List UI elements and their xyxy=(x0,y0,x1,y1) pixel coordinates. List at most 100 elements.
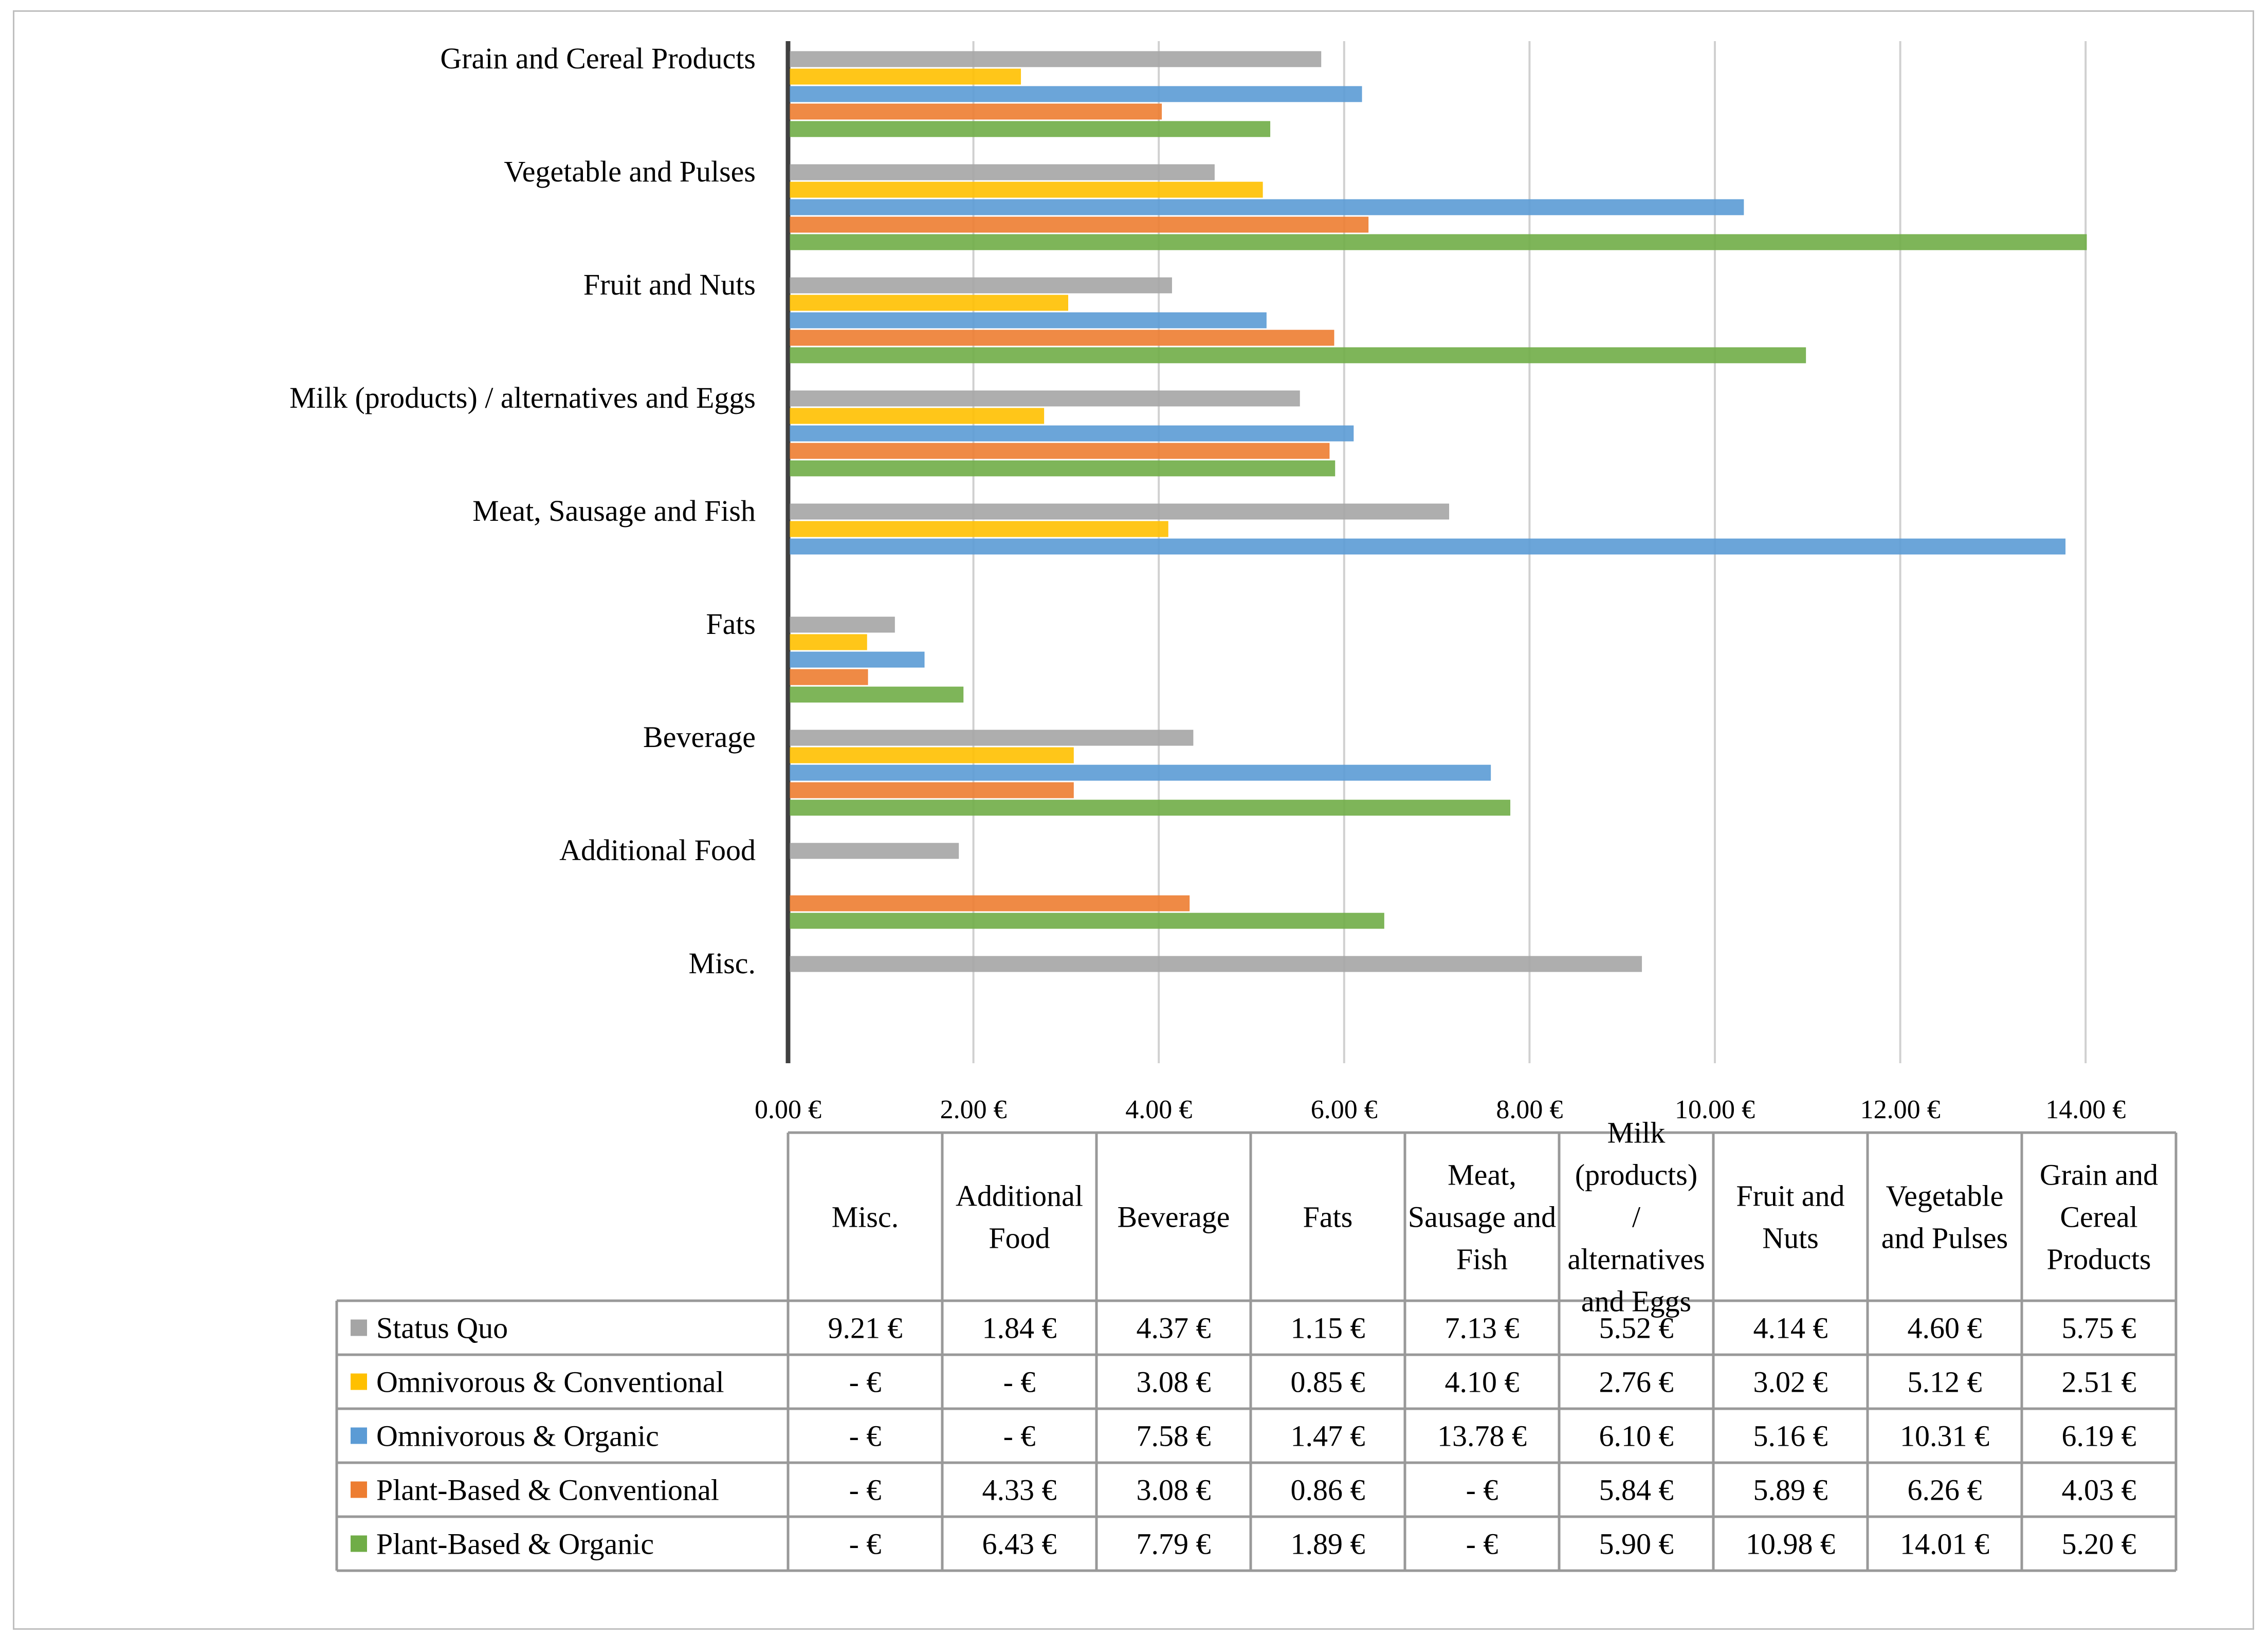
bar-plant-based-conventional-vegetable-and-pulses xyxy=(790,216,1369,233)
table-cell: 5.12 € xyxy=(1908,1366,1982,1399)
data-table: Misc. Additional Food Beverage Fats Meat, Saus… xyxy=(335,1116,2178,1572)
table-cell: - € xyxy=(849,1527,882,1561)
bar-plant-based-conventional-fruit-and-nuts xyxy=(790,330,1334,346)
table-cell: 5.20 € xyxy=(2062,1527,2136,1561)
bar-omnivorous-organic-milk-products-alternatives-and-eggs xyxy=(790,425,1354,442)
legend-key-plant-based-conventional xyxy=(351,1481,367,1498)
category-label: Milk (products) / alternatives and Eggs xyxy=(289,381,756,414)
table-cell: - € xyxy=(1003,1419,1036,1453)
bar-omnivorous-organic-vegetable-and-pulses xyxy=(790,199,1744,215)
legend-key-plant-based-organic xyxy=(351,1535,367,1552)
bar-status-quo-grain-and-cereal-products xyxy=(790,51,1322,67)
table-cell: 9.21 € xyxy=(828,1312,903,1345)
legend-key-omnivorous-conventional xyxy=(351,1373,367,1390)
table-cell: 7.58 € xyxy=(1137,1419,1211,1453)
bar-plant-based-organic-vegetable-and-pulses xyxy=(790,234,2087,250)
table-cell: 3.02 € xyxy=(1753,1366,1828,1399)
bar-omnivorous-conventional-grain-and-cereal-products xyxy=(790,68,1021,85)
bar-status-quo-meat-sausage-and-fish xyxy=(790,503,1450,520)
table-cell: 5.75 € xyxy=(2062,1312,2136,1345)
table-header: Vegetable and Pulses xyxy=(1881,1179,2008,1255)
bar-plant-based-organic-milk-products-alternatives-and-eggs xyxy=(790,460,1336,477)
table-cell: - € xyxy=(1003,1366,1036,1399)
x-tick-label: 8.00 € xyxy=(1496,1095,1563,1124)
table-header: Beverage xyxy=(1118,1200,1230,1234)
table-cell: 4.60 € xyxy=(1908,1312,1982,1345)
x-tick-label: 6.00 € xyxy=(1311,1095,1378,1124)
x-tick-label: 10.00 € xyxy=(1675,1095,1755,1124)
legend-label: Plant-Based & Organic xyxy=(376,1527,654,1561)
bar-omnivorous-conventional-beverage xyxy=(790,747,1074,763)
bar-omnivorous-organic-meat-sausage-and-fish xyxy=(790,538,2066,555)
bar-omnivorous-organic-fruit-and-nuts xyxy=(790,312,1267,329)
bar-plant-based-organic-fruit-and-nuts xyxy=(790,347,1806,363)
table-cell: 4.10 € xyxy=(1445,1366,1520,1399)
table-header: Meat, Sausage and Fish xyxy=(1408,1158,1556,1276)
bar-status-quo-beverage xyxy=(790,730,1194,746)
bar-plant-based-organic-fats xyxy=(790,686,964,703)
table-cell: 7.79 € xyxy=(1137,1527,1211,1561)
table-header: Grain and Cereal Products xyxy=(2040,1158,2158,1276)
category-label: Meat, Sausage and Fish xyxy=(472,494,756,527)
table-cell: 4.03 € xyxy=(2062,1473,2136,1507)
table-cell: 6.43 € xyxy=(982,1527,1057,1561)
table-cell: 3.08 € xyxy=(1137,1473,1211,1507)
bar-plant-based-organic-additional-food xyxy=(790,913,1384,929)
bar-plant-based-conventional-beverage xyxy=(790,782,1074,798)
x-tick-label: 4.00 € xyxy=(1125,1095,1192,1124)
table-header: Milk (products) / alternatives and Eggs xyxy=(1567,1116,1705,1318)
bar-omnivorous-organic-fats xyxy=(790,651,925,668)
table-cell: 1.89 € xyxy=(1291,1527,1365,1561)
table-cell: 10.98 € xyxy=(1746,1527,1835,1561)
table-cell: 6.26 € xyxy=(1908,1473,1982,1507)
bar-status-quo-additional-food xyxy=(790,843,959,859)
table-cell: 2.51 € xyxy=(2062,1366,2136,1399)
category-label: Additional Food xyxy=(559,833,756,867)
category-labels: Grain and Cereal Products Vegetable and P… xyxy=(289,42,756,980)
table-cell: 3.08 € xyxy=(1137,1366,1211,1399)
table-cell: 5.89 € xyxy=(1753,1473,1828,1507)
table-cell: 4.37 € xyxy=(1137,1312,1211,1345)
bar-status-quo-vegetable-and-pulses xyxy=(790,164,1215,180)
legend-key-omnivorous-organic xyxy=(351,1427,367,1444)
bar-plant-based-conventional-grain-and-cereal-products xyxy=(790,103,1162,120)
table-cell: - € xyxy=(1466,1527,1498,1561)
legend-label: Omnivorous & Organic xyxy=(376,1419,659,1453)
table-cell: 13.78 € xyxy=(1437,1419,1527,1453)
bar-plant-based-conventional-additional-food xyxy=(790,895,1190,912)
table-cell: 5.90 € xyxy=(1599,1527,1674,1561)
bar-omnivorous-conventional-milk-products-alternatives-and-eggs xyxy=(790,408,1045,424)
category-label: Grain and Cereal Products xyxy=(440,42,756,75)
category-label: Fats xyxy=(706,607,756,641)
table-cell: - € xyxy=(849,1366,882,1399)
table-cell: 4.14 € xyxy=(1753,1312,1828,1345)
table-cell: 0.86 € xyxy=(1291,1473,1365,1507)
bar-status-quo-fruit-and-nuts xyxy=(790,277,1172,294)
table-cell: 4.33 € xyxy=(982,1473,1057,1507)
category-label: Fruit and Nuts xyxy=(583,268,756,301)
x-tick-label: 14.00 € xyxy=(2045,1095,2126,1124)
bar-plant-based-conventional-milk-products-alternatives-and-eggs xyxy=(790,443,1330,459)
table-cell: 6.19 € xyxy=(2062,1419,2136,1453)
table-cell: 0.85 € xyxy=(1291,1366,1365,1399)
legend-label: Status Quo xyxy=(376,1312,508,1345)
legend-label: Plant-Based & Conventional xyxy=(376,1473,719,1507)
legend-label: Omnivorous & Conventional xyxy=(376,1366,724,1399)
category-label: Beverage xyxy=(643,720,756,754)
table-cell: 1.84 € xyxy=(982,1312,1057,1345)
table-cell: 2.76 € xyxy=(1599,1366,1674,1399)
x-tick-label: 0.00 € xyxy=(755,1095,821,1124)
bar-plant-based-organic-beverage xyxy=(790,799,1511,816)
table-cell: 14.01 € xyxy=(1900,1527,1989,1561)
table-cell: 1.15 € xyxy=(1291,1312,1365,1345)
table-cell: 1.47 € xyxy=(1291,1419,1365,1453)
table-cell: - € xyxy=(849,1419,882,1453)
table-cell: 6.10 € xyxy=(1599,1419,1674,1453)
chart-frame xyxy=(13,10,2254,1630)
table-header: Additional Food xyxy=(956,1179,1083,1255)
category-label: Vegetable and Pulses xyxy=(504,155,756,188)
bar-status-quo-milk-products-alternatives-and-eggs xyxy=(790,390,1300,407)
bar-plant-based-organic-grain-and-cereal-products xyxy=(790,121,1271,137)
bar-status-quo-fats xyxy=(790,616,895,633)
